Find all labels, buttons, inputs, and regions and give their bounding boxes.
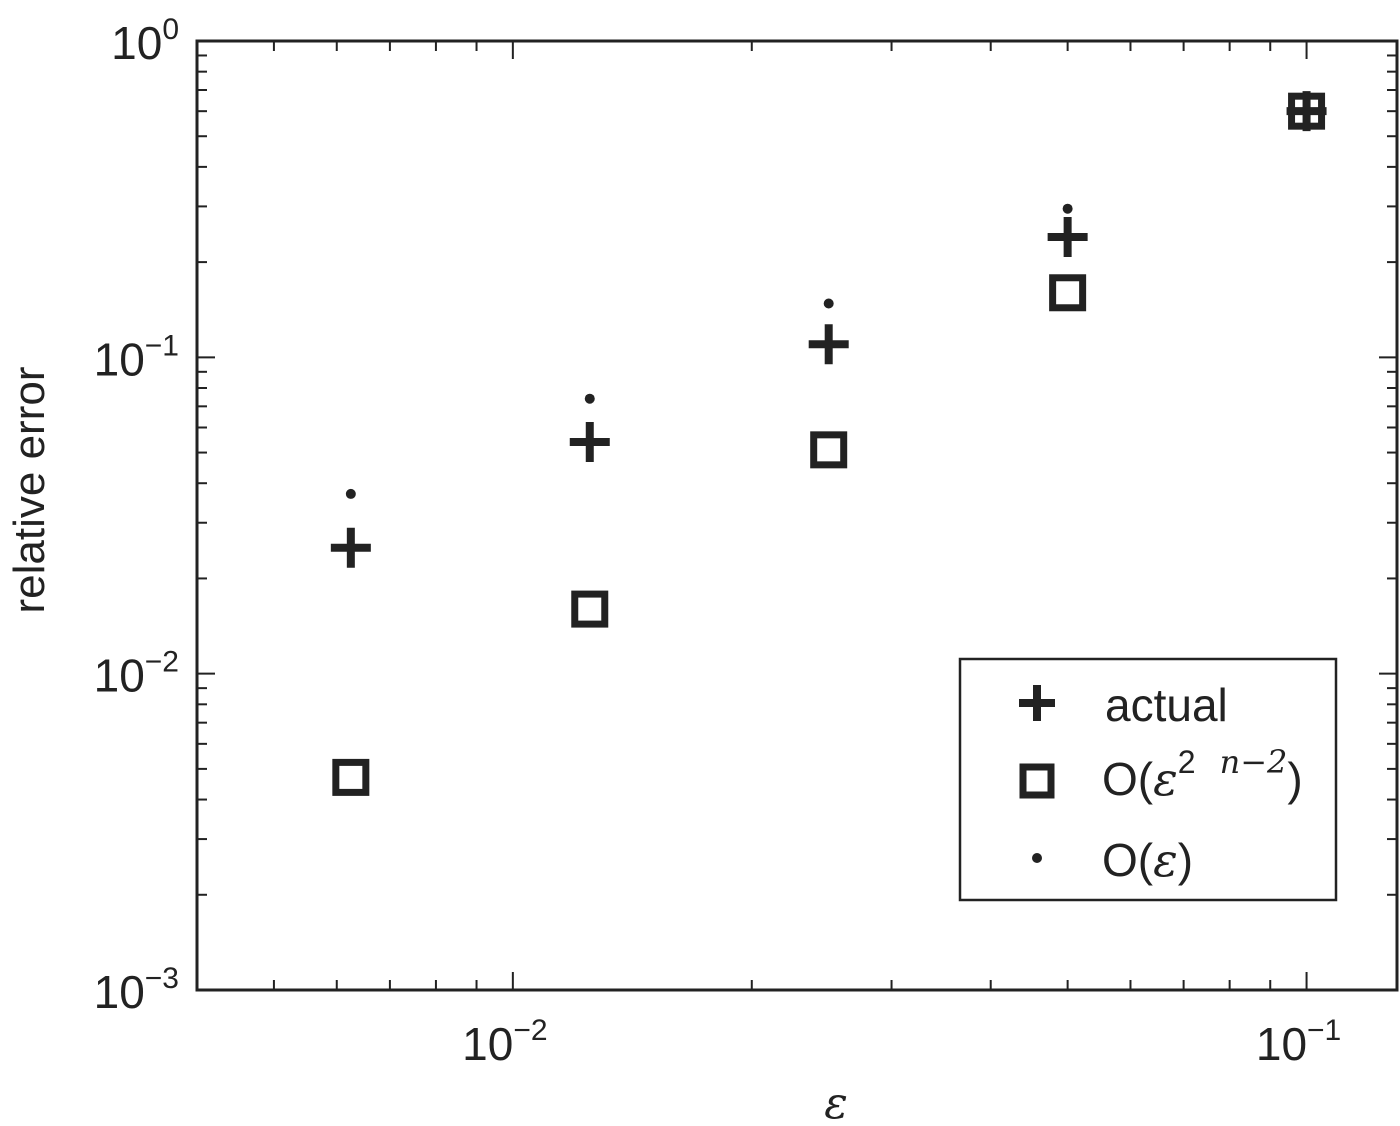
point-dot (1062, 203, 1073, 214)
point-dot (345, 488, 356, 499)
point-square (1288, 92, 1326, 130)
x-tick-label: 10−1 (1256, 1014, 1341, 1070)
axis-ticks (196, 40, 1397, 991)
legend-marker-square (1019, 763, 1055, 799)
x-tick-label: 10−2 (462, 1014, 547, 1070)
legend-label-actual: actual (1105, 679, 1228, 731)
y-tick-label: 10−2 (94, 646, 179, 702)
point-square (332, 758, 370, 796)
y-tick-label: 100 (111, 13, 179, 69)
y-tick-label: 10−1 (94, 329, 179, 385)
point-square (1049, 274, 1087, 312)
x-axis-label: ε (824, 1078, 848, 1126)
y-axis-label: relative error (5, 367, 54, 614)
legend-label-dot: O(ε) (1102, 833, 1193, 887)
point-actual (1047, 217, 1088, 258)
axis-tick-labels: 10−2 10−1 10−3 10−2 10−1 100 (94, 13, 1342, 1070)
legend: actual O(ε2 n−2) O(ε) (958, 657, 1338, 902)
legend-marker-plus (1019, 685, 1055, 721)
point-actual (569, 421, 610, 462)
point-square (571, 590, 609, 628)
point-dot (823, 298, 834, 309)
point-dot (1301, 106, 1312, 117)
point-actual (808, 324, 849, 365)
y-tick-label: 10−3 (94, 962, 179, 1018)
point-actual (330, 527, 371, 568)
legend-marker-dot (1032, 853, 1042, 863)
legend-label-square: O(ε2 n−2) (1102, 743, 1303, 806)
point-square (810, 431, 848, 469)
point-dot (584, 393, 595, 404)
plot-area (195, 39, 1399, 992)
data-marks (330, 91, 1327, 796)
